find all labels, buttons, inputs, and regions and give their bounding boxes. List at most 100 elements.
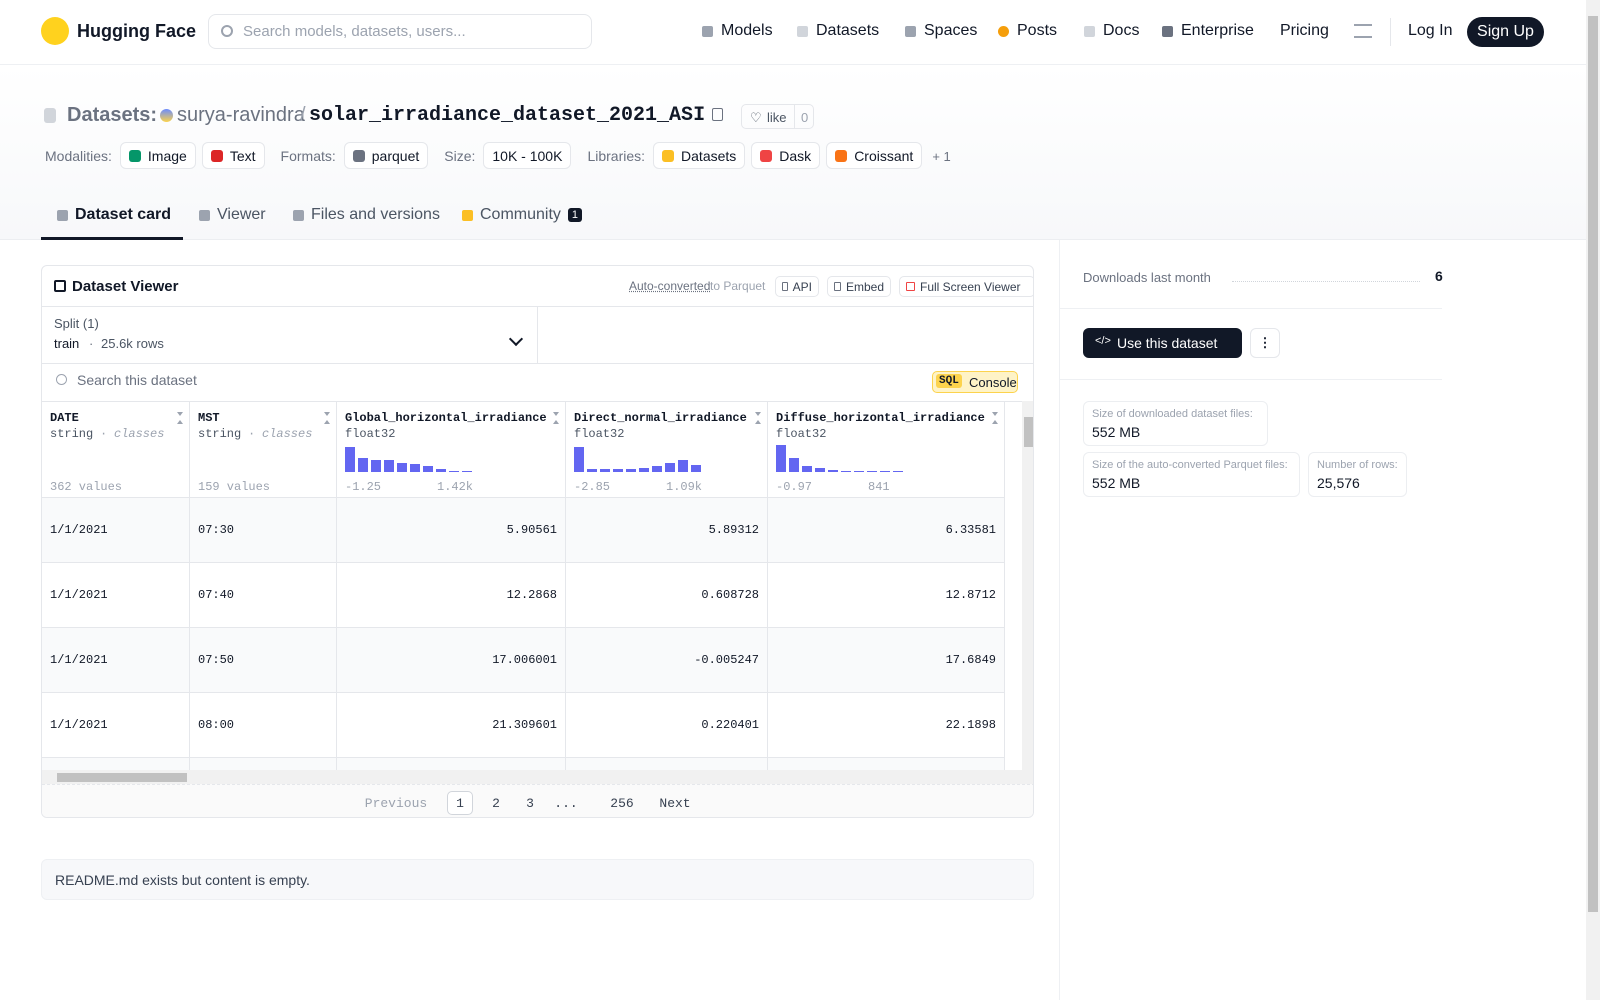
sort-icon[interactable] [992, 412, 998, 424]
histogram-bar[interactable] [665, 463, 675, 472]
histogram-bar[interactable] [639, 468, 649, 472]
dataset-search[interactable]: Search this dataset [77, 372, 197, 388]
histogram-bar[interactable] [815, 468, 825, 472]
tag[interactable]: Croissant [826, 142, 923, 169]
signup[interactable]: Sign Up [1467, 17, 1544, 47]
h-scrollbar[interactable] [42, 770, 1033, 784]
histogram-bar[interactable] [587, 469, 597, 472]
page-link[interactable]: ... [554, 795, 578, 811]
nav-item[interactable]: Docs [1084, 22, 1139, 40]
page-link[interactable]: 1 [447, 791, 473, 815]
column-type: float32 [574, 427, 625, 441]
page-link[interactable]: 3 [526, 795, 534, 811]
more-libraries[interactable]: + 1 [932, 149, 951, 164]
tab[interactable]: Community 1 [462, 202, 583, 240]
sort-icon[interactable] [177, 412, 183, 424]
histogram-bar[interactable] [652, 466, 662, 472]
histogram-bar[interactable] [691, 465, 701, 472]
more-menu[interactable]: ⋮ [1250, 328, 1280, 358]
histogram-bar[interactable] [423, 466, 433, 472]
histogram-bar[interactable] [574, 447, 584, 472]
nav-item[interactable]: Enterprise [1162, 22, 1254, 40]
histogram-bar[interactable] [397, 463, 407, 472]
search-box[interactable]: Search models, datasets, users... [208, 14, 592, 49]
h-scroll-thumb[interactable] [57, 773, 187, 782]
tag[interactable]: Image [119, 142, 196, 169]
nav-item[interactable]: Datasets [797, 22, 879, 40]
use-dataset[interactable]: </> Use this dataset [1083, 328, 1242, 358]
histogram-bar[interactable] [776, 445, 786, 472]
viewer-button[interactable]: Embed [827, 276, 891, 297]
tag[interactable]: 10K - 100K [483, 142, 572, 169]
hist-min: -0.97 [776, 480, 813, 494]
sort-icon[interactable] [324, 412, 330, 424]
histogram-bar[interactable] [358, 458, 368, 472]
split-rows: 25.6k rows [101, 336, 164, 351]
histogram-bar[interactable] [371, 460, 381, 472]
tab[interactable]: Dataset card [57, 202, 171, 240]
logo[interactable] [41, 17, 69, 45]
histogram-bar[interactable] [600, 469, 610, 472]
page-link[interactable]: 256 [610, 795, 634, 811]
rule [537, 306, 538, 363]
histogram-bar[interactable] [449, 471, 459, 472]
viewer-button[interactable]: Full Screen Viewer [899, 276, 1033, 297]
sort-icon[interactable] [755, 412, 761, 424]
histogram-bar[interactable] [893, 471, 903, 472]
histogram-bar[interactable] [626, 469, 636, 472]
tab[interactable]: Viewer [199, 202, 266, 240]
owner[interactable]: surya-ravindra [177, 104, 305, 126]
histogram-bar[interactable] [789, 458, 799, 472]
column-header: Global_horizontal_irradiance float32 -1.25… [337, 402, 566, 498]
page-link[interactable]: 2 [492, 795, 500, 811]
copy-icon[interactable] [712, 108, 723, 121]
nav-item[interactable]: Posts [998, 22, 1057, 40]
login[interactable]: Log In [1408, 22, 1453, 39]
histogram-bar[interactable] [854, 471, 864, 472]
nav-item[interactable]: Pricing [1280, 22, 1329, 40]
v-scroll-thumb[interactable] [1024, 417, 1033, 447]
nav-item[interactable]: Models [702, 22, 773, 40]
histogram-bar[interactable] [384, 460, 394, 472]
tag[interactable]: Datasets [653, 142, 746, 169]
like-button[interactable]: ♡ like 0 [741, 104, 814, 129]
sql-console[interactable]: SQL Console [932, 371, 1018, 393]
auto-converted[interactable]: Auto-converted [629, 279, 711, 293]
v-scrollbar[interactable] [1022, 401, 1033, 770]
tag[interactable]: parquet [343, 142, 429, 169]
tab-icon [293, 210, 304, 221]
histogram-bar[interactable] [613, 469, 623, 472]
previous[interactable]: Previous [356, 791, 436, 815]
split-name[interactable]: train [54, 336, 80, 351]
tag-icon [835, 149, 848, 162]
column-header: MST string · classes 159 values [190, 402, 337, 498]
brand[interactable]: Hugging Face [77, 21, 197, 41]
readme: README.md exists but content is empty. [41, 859, 1034, 900]
histogram-bar[interactable] [828, 470, 838, 472]
section[interactable]: Datasets: [67, 104, 158, 126]
histogram-bar[interactable] [802, 466, 812, 472]
tab[interactable]: Files and versions [293, 202, 440, 240]
histogram-bar[interactable] [867, 471, 877, 472]
menu-icon[interactable] [1354, 24, 1372, 38]
histogram-bar[interactable] [678, 460, 688, 472]
histogram-bar[interactable] [436, 469, 446, 472]
like-label: like [767, 110, 787, 125]
histogram-bar[interactable] [841, 471, 851, 472]
sort-icon[interactable] [553, 412, 559, 424]
nav-item[interactable]: Spaces [905, 22, 977, 40]
next[interactable]: Next [650, 791, 700, 815]
repo-name[interactable]: solar_irradiance_dataset_2021_ASI [309, 104, 706, 127]
console-label: Console [969, 375, 1017, 390]
histogram-bar[interactable] [880, 471, 890, 472]
histogram-bar[interactable] [462, 471, 472, 472]
tag[interactable]: Dask [751, 142, 821, 169]
nav-label: Pricing [1280, 22, 1329, 39]
histogram-bar[interactable] [345, 447, 355, 472]
tag[interactable]: Text [201, 142, 265, 169]
split-dropdown[interactable] [508, 331, 524, 347]
page-scroll-thumb[interactable] [1588, 16, 1598, 912]
page-scrollbar[interactable] [1586, 0, 1600, 1000]
viewer-button[interactable]: API [775, 276, 819, 297]
histogram-bar[interactable] [410, 464, 420, 472]
